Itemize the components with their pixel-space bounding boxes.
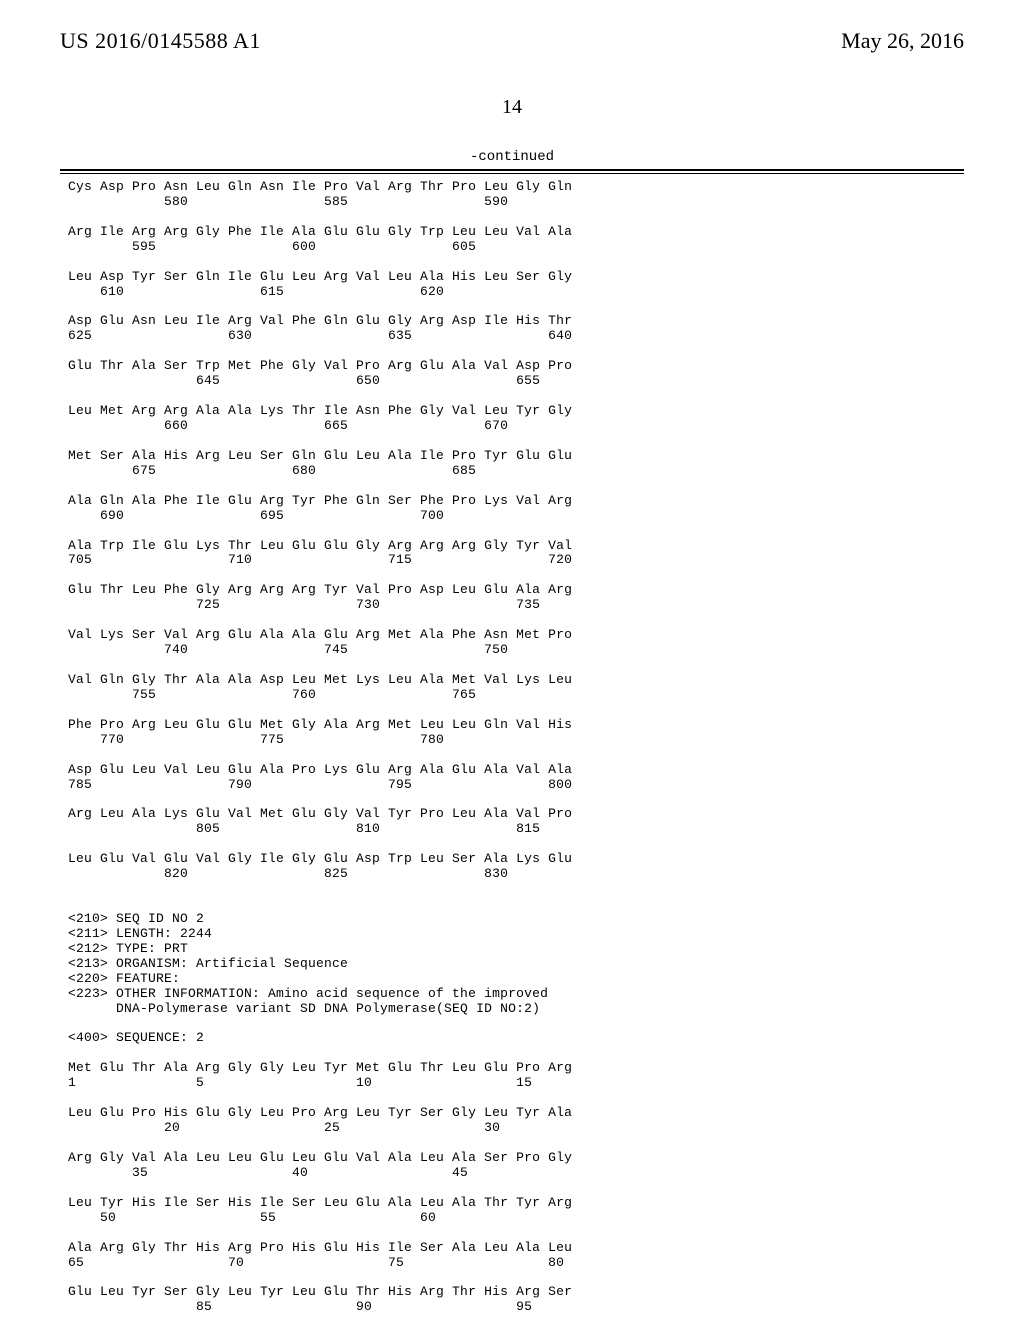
rule-thick	[60, 169, 964, 171]
publication-date: May 26, 2016	[841, 28, 964, 54]
header-row: US 2016/0145588 A1 May 26, 2016	[0, 0, 1024, 54]
continued-label: -continued	[0, 149, 1024, 165]
page-number: 14	[0, 96, 1024, 119]
publication-number: US 2016/0145588 A1	[60, 28, 261, 54]
sequence-listing: Cys Asp Pro Asn Leu Gln Asn Ile Pro Val …	[0, 174, 1024, 1315]
